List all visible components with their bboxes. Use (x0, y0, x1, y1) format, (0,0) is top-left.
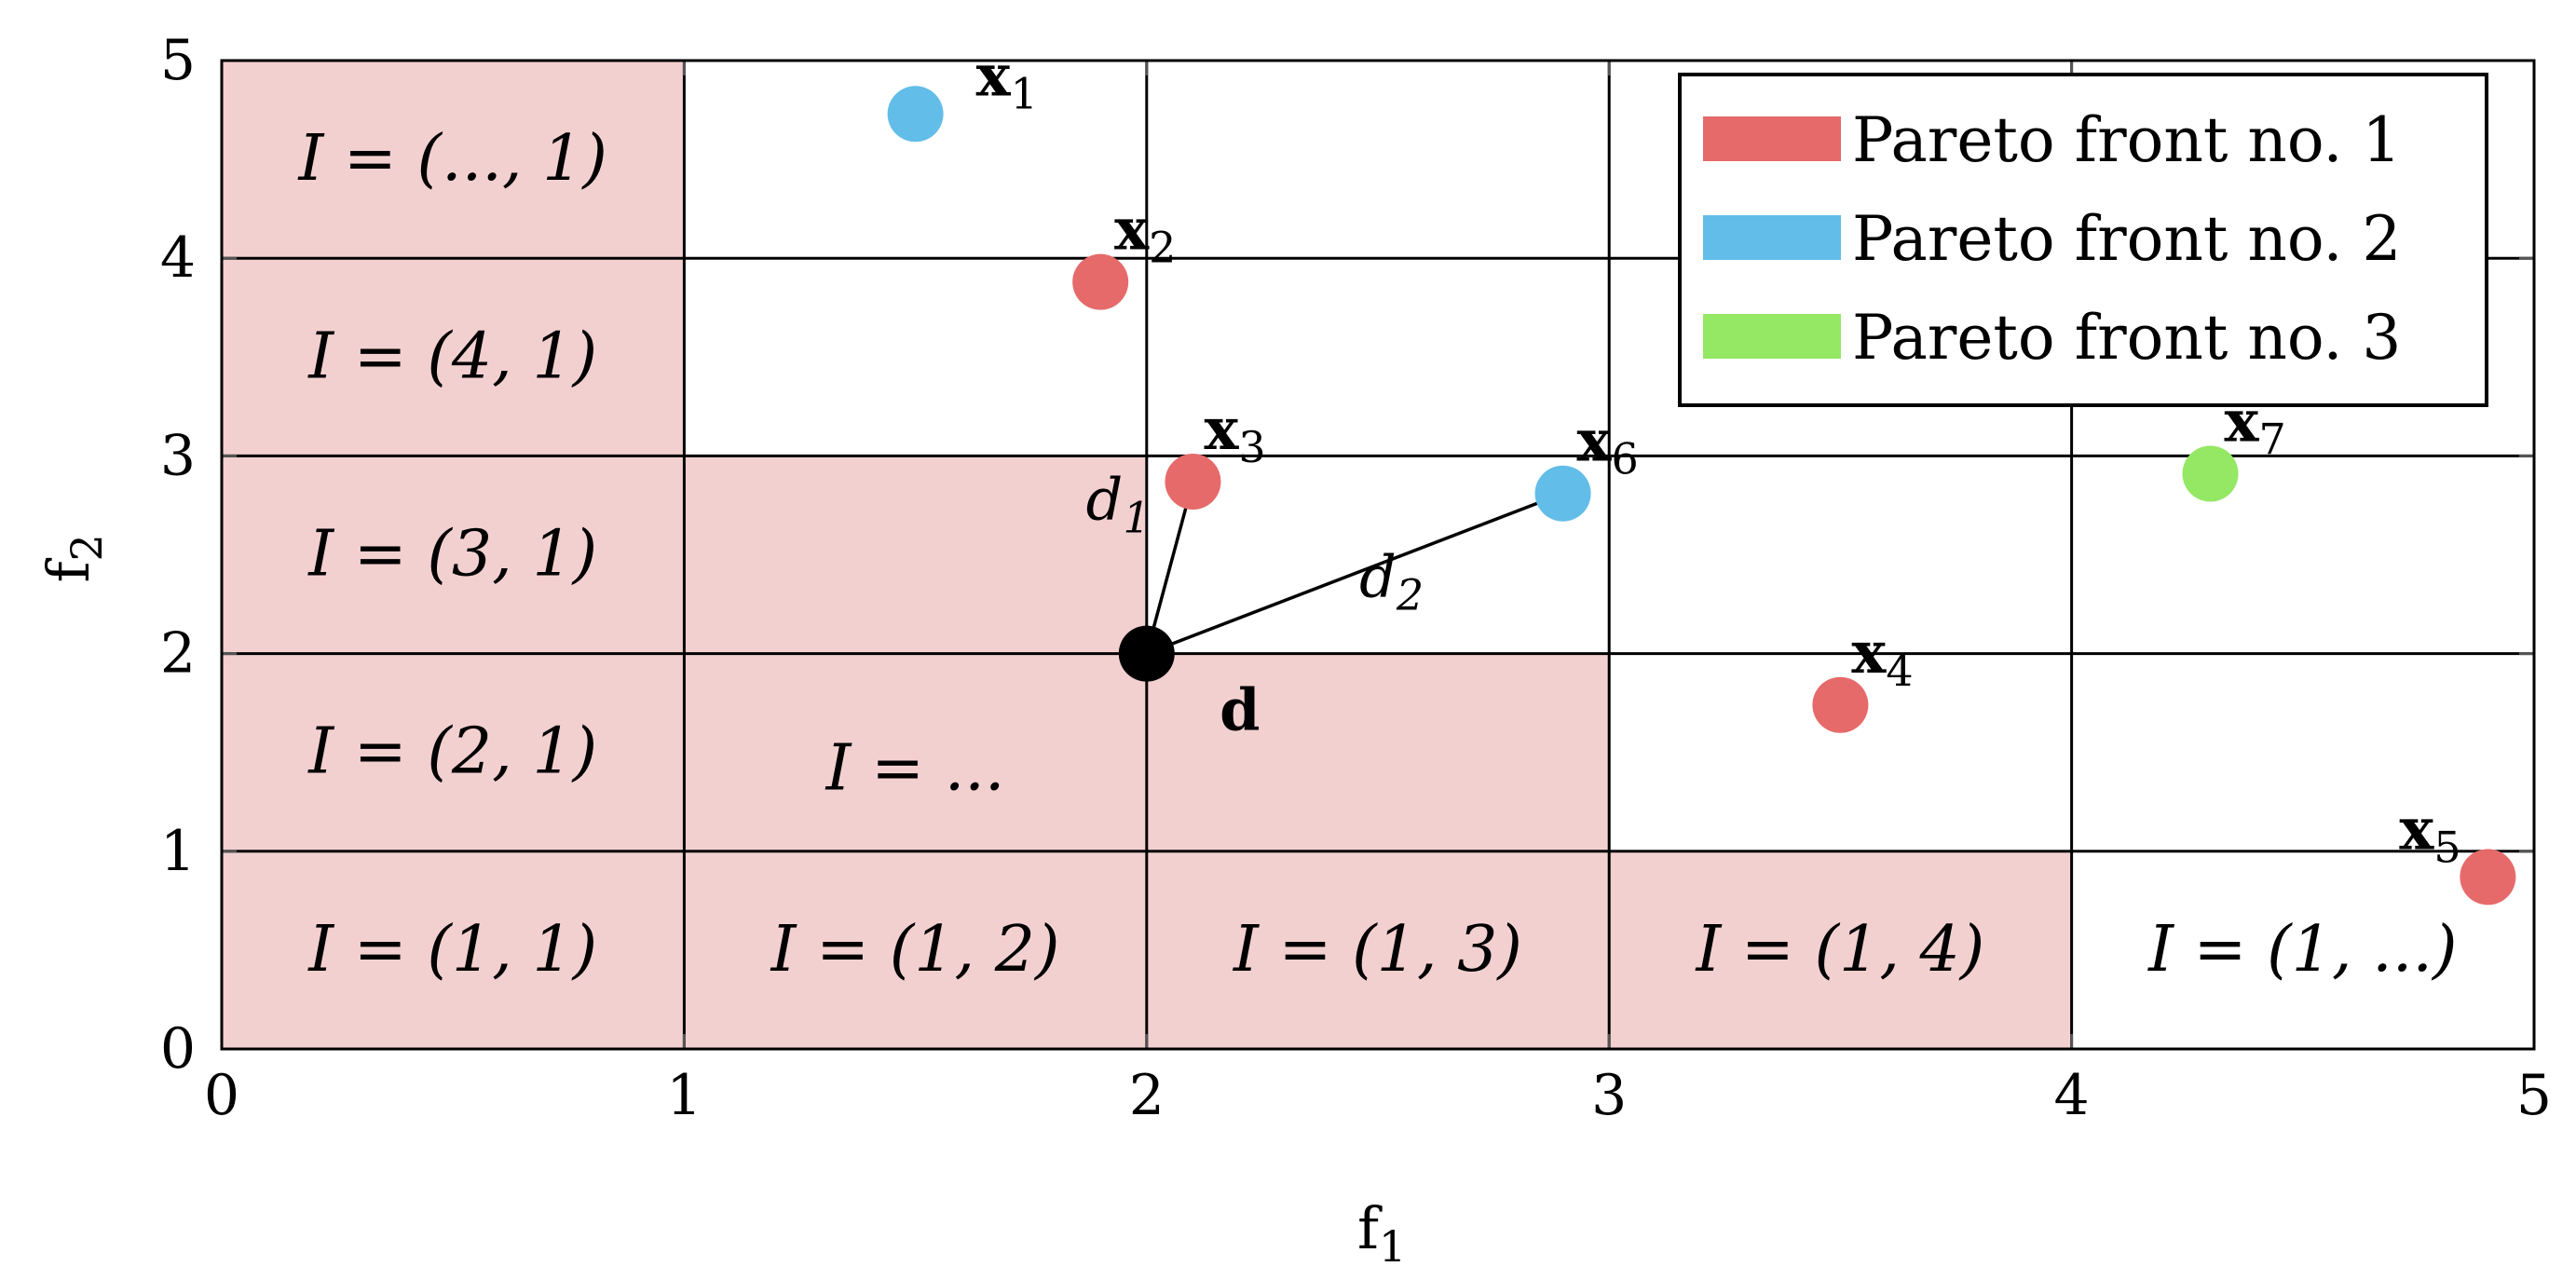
region-cell-label: I = ... (825, 732, 1005, 806)
legend-swatch (1703, 314, 1841, 359)
reference-point (1118, 625, 1175, 682)
x-tick-label: 5 (2516, 1063, 2552, 1128)
point-label: x1 (976, 41, 1038, 118)
point-label: x2 (1114, 196, 1176, 273)
region-cell-shade (222, 61, 685, 259)
region-cells: I = (1, 1) I = (2, 1) I = (3, 1) I = (4, 1)… (222, 61, 2458, 1049)
data-point (2182, 445, 2239, 502)
data-point (887, 86, 944, 143)
x-tick-label: 3 (1591, 1063, 1627, 1128)
legend-swatch (1703, 215, 1841, 260)
point-label: x6 (1577, 407, 1639, 484)
y-tick-label: 0 (160, 1016, 196, 1082)
distance-label: d2 (1359, 543, 1424, 620)
region-cell-shade (222, 456, 685, 654)
data-point (1812, 676, 1869, 733)
legend-entry-label: Pareto front no. 2 (1852, 203, 2401, 275)
region-cell-label: I = (4, 1) (307, 320, 597, 393)
data-point (1165, 453, 1221, 510)
y-tick-label: 1 (160, 819, 196, 884)
region-cell-shade (222, 653, 685, 851)
point-label: x3 (1204, 395, 1265, 472)
point-label: x5 (2399, 795, 2460, 872)
x-tick-label: 4 (2054, 1063, 2090, 1128)
region-cell-label: I = (1, 2) (770, 913, 1060, 987)
y-tick-label: 2 (160, 621, 196, 687)
region-cell-label: I = (1, 4) (1694, 913, 1984, 987)
distance-label: d1 (1086, 465, 1151, 542)
region-cell-label: I = (..., 1) (296, 122, 607, 196)
y-tick-label: 5 (160, 28, 196, 93)
region-cell-shade (684, 653, 1147, 851)
region-cell-label: I = (2, 1) (307, 715, 597, 789)
plot-frame (220, 59, 2536, 1051)
region-cell-shade (1609, 851, 2072, 1049)
region-cell-label: I = (1, ...) (2147, 913, 2457, 987)
region-cell-shade (684, 456, 1147, 654)
point-label: x4 (1851, 619, 1913, 696)
grid-lines (222, 61, 2534, 1049)
axis-labels: f1 f2 (34, 534, 1406, 1272)
y-tick-label: 4 (160, 225, 196, 291)
region-cell-label: I = (3, 1) (307, 518, 597, 592)
y-tick-label: 3 (160, 423, 196, 488)
legend-entry-label: Pareto front no. 1 (1852, 104, 2401, 176)
distance-line (1145, 481, 1195, 655)
data-point (2460, 849, 2516, 906)
distance-lines: d1 d2 (1086, 465, 1564, 656)
data-point (1072, 253, 1129, 310)
region-cell-label: I = (1, 1) (307, 913, 597, 987)
x-tick-label: 1 (666, 1063, 702, 1128)
region-cell-label: I = (1, 3) (1232, 913, 1522, 987)
reference-point-label: d (1220, 676, 1260, 744)
x-tick-label: 2 (1129, 1063, 1165, 1128)
region-cell-shade (1146, 851, 1610, 1049)
region-cell-shade (222, 258, 685, 456)
region-cell-shade (1146, 653, 1610, 851)
region-cell-shade (222, 851, 685, 1049)
distance-line (1146, 492, 1564, 656)
legend-swatch (1703, 116, 1841, 161)
legend: Pareto front no. 1 Pareto front no. 2 Pare… (1678, 73, 2488, 407)
legend-entry-label: Pareto front no. 3 (1852, 302, 2401, 374)
y-axis-label: f2 (34, 534, 112, 582)
region-cell-shade (684, 851, 1147, 1049)
x-axis-label: f1 (1357, 1194, 1406, 1272)
x-tick-label: 0 (204, 1063, 239, 1128)
data-point (1534, 465, 1591, 522)
